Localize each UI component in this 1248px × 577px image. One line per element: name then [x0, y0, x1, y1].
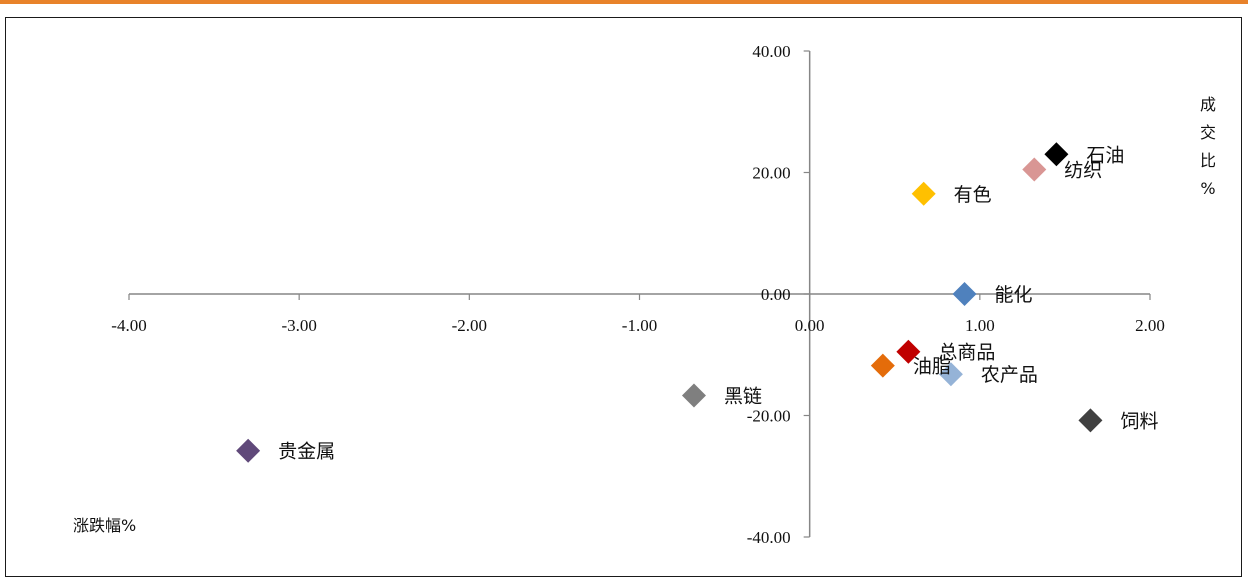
x-tick-label: 0.00 — [795, 316, 825, 335]
point-label-纺织: 纺织 — [1064, 159, 1102, 181]
data-point-农产品 — [938, 362, 963, 387]
x-tick-label: 1.00 — [965, 316, 995, 335]
y-tick-label: 0.00 — [761, 285, 791, 304]
point-label-有色: 有色 — [954, 184, 992, 206]
x-axis-title: 涨跌幅% — [73, 516, 136, 535]
y-axis-title: 成交比% — [1200, 95, 1216, 198]
point-label-石油: 石油 — [1086, 144, 1124, 166]
x-tick-label: -4.00 — [111, 316, 146, 335]
x-tick-label: 2.00 — [1135, 316, 1165, 335]
x-tick-label: -1.00 — [622, 316, 657, 335]
data-point-饲料 — [1078, 408, 1103, 433]
y-tick-label: -40.00 — [747, 528, 791, 547]
data-point-石油 — [1044, 142, 1069, 167]
data-point-能化 — [952, 282, 977, 306]
point-label-黑链: 黑链 — [724, 385, 762, 407]
data-point-贵金属 — [236, 438, 261, 463]
y-tick-label: 20.00 — [752, 164, 790, 183]
axis-titles: 涨跌幅% 成交比% — [73, 95, 1216, 535]
data-point-油脂 — [870, 353, 895, 378]
point-label-饲料: 饲料 — [1120, 410, 1158, 432]
top-accent-rule — [0, 0, 1248, 4]
data-point-总商品 — [896, 339, 921, 364]
data-point-纺织 — [1022, 157, 1047, 182]
point-label-农产品: 农产品 — [981, 364, 1038, 386]
data-point-有色 — [911, 181, 936, 206]
data-point-黑链 — [681, 383, 706, 408]
point-label-总商品: 总商品 — [938, 342, 995, 364]
data-points — [236, 142, 1103, 463]
x-tick-label: -2.00 — [452, 316, 487, 335]
x-tick-label: -3.00 — [281, 316, 316, 335]
point-label-贵金属: 贵金属 — [278, 441, 335, 463]
point-label-油脂: 油脂 — [913, 356, 951, 378]
point-label-能化: 能化 — [995, 284, 1033, 306]
y-tick-label: 40.00 — [752, 42, 790, 61]
y-tick-label: -20.00 — [747, 407, 791, 426]
tick-labels: -4.00 -3.00 -2.00 -1.00 0.00 1.00 2.00 40.00 20.… — [111, 42, 1165, 547]
